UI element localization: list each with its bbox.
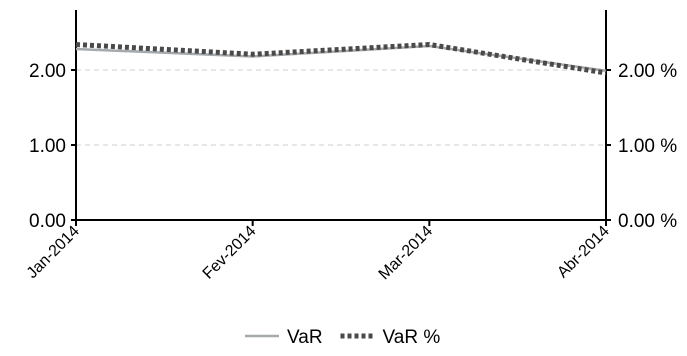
x-tick-label: Fev-2014 xyxy=(200,223,260,283)
legend: VaR VaR % xyxy=(245,327,440,348)
legend-label: VaR % xyxy=(383,327,441,348)
series-lines xyxy=(75,42,607,76)
y-axis-right-ticks: 0.00 % 1.00 % 2.00 % xyxy=(606,61,677,232)
gridlines xyxy=(76,69,606,146)
series-line-var xyxy=(75,42,607,76)
y-axis-left-ticks: 0.00 1.00 2.00 xyxy=(29,61,76,232)
x-axis-ticks: Jan-2014 Fev-2014 Mar-2014 Abr-2014 xyxy=(24,220,613,283)
y-right-tick-label: 2.00 % xyxy=(618,61,677,82)
y-right-tick-label: 0.00 % xyxy=(618,211,677,232)
legend-label: VaR xyxy=(287,327,323,348)
y-right-tick-label: 1.00 % xyxy=(618,136,677,157)
x-tick-label: Mar-2014 xyxy=(376,223,437,284)
y-left-tick-label: 2.00 xyxy=(29,61,66,82)
axes xyxy=(75,10,607,221)
y-left-tick-label: 1.00 xyxy=(29,136,66,157)
x-tick-label: Abr-2014 xyxy=(554,223,613,282)
y-left-tick-label: 0.00 xyxy=(29,211,66,232)
